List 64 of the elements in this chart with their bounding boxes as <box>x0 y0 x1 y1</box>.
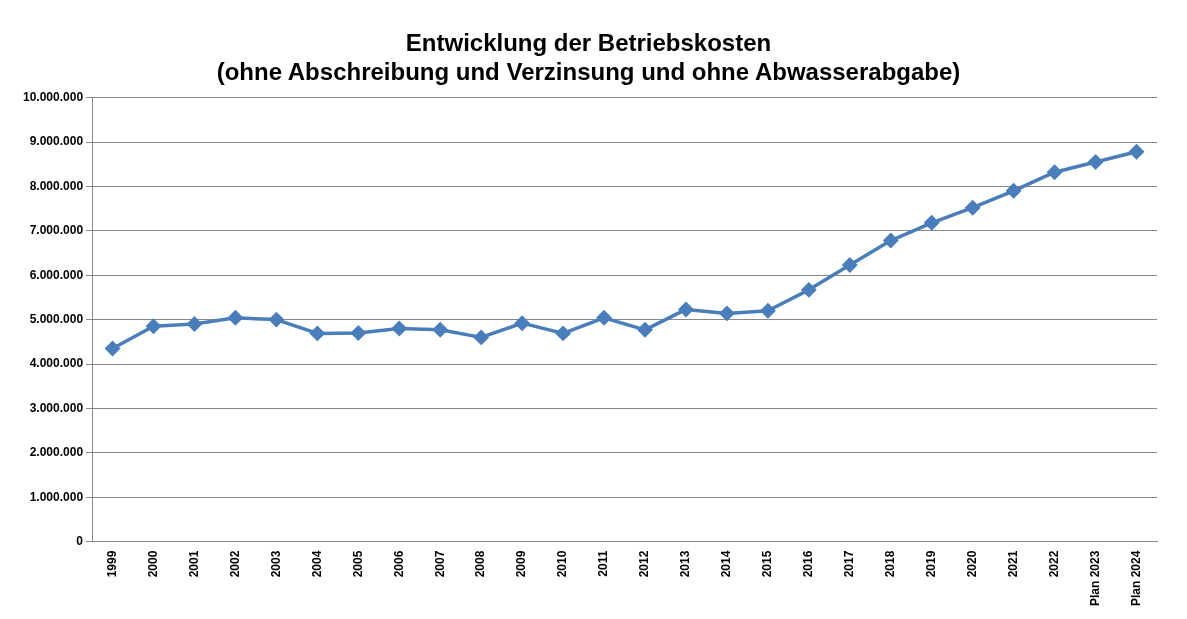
x-tick-label: 2012 <box>637 550 652 578</box>
y-tick-label: 5.000.000 <box>29 311 84 326</box>
y-tick-label: 8.000.000 <box>29 178 84 193</box>
point <box>1006 183 1021 199</box>
point <box>351 325 366 341</box>
point <box>1088 154 1103 170</box>
x-tick-label: 2006 <box>391 550 406 578</box>
point <box>760 303 776 318</box>
x-tick-label: 2000 <box>145 550 160 578</box>
point <box>924 215 939 231</box>
y-tick-label: 10.000.000 <box>23 89 84 104</box>
point <box>187 316 202 332</box>
point <box>965 200 980 215</box>
point <box>310 326 325 341</box>
x-tick-label: 2015 <box>760 550 775 578</box>
y-tick-label: 7.000.000 <box>29 223 84 238</box>
x-tick-label: 2013 <box>678 550 693 578</box>
x-tick-label: Plan 2024 <box>1128 550 1143 606</box>
y-tick-label: 4.000.000 <box>29 356 84 371</box>
x-tick-label: 2014 <box>719 550 734 578</box>
x-tick-label: 2010 <box>555 550 570 578</box>
y-tick-label: 1.000.000 <box>29 489 84 504</box>
x-tick-label: 2016 <box>801 550 816 578</box>
point <box>555 326 571 341</box>
point <box>269 312 284 327</box>
x-tick-label: 2017 <box>842 550 857 578</box>
point <box>596 310 612 326</box>
point <box>801 282 817 298</box>
point <box>883 233 899 248</box>
x-tick-label: 2019 <box>924 550 939 578</box>
x-tick-label: 2004 <box>309 550 324 578</box>
x-tick-label: 2003 <box>268 550 283 578</box>
point <box>1129 144 1144 160</box>
point <box>105 341 120 356</box>
point <box>514 315 530 331</box>
x-tick-label: 2007 <box>432 550 447 578</box>
point <box>146 319 161 334</box>
x-tick-label: 1999 <box>104 550 119 578</box>
x-tick-label: 2002 <box>227 550 242 578</box>
point <box>719 306 735 321</box>
point <box>678 302 694 317</box>
x-tick-label: 2018 <box>883 550 898 578</box>
x-tick-label: 2022 <box>1046 550 1061 578</box>
x-tick-label: 2020 <box>965 550 979 578</box>
x-tick-label: Plan 2023 <box>1087 550 1102 606</box>
point <box>1047 164 1062 180</box>
x-tick-label: 2005 <box>350 550 365 578</box>
point <box>473 330 489 345</box>
x-tick-label: 2001 <box>186 550 201 578</box>
x-tick-label: 2021 <box>1005 550 1020 578</box>
point <box>432 322 448 338</box>
x-tick-label: 2011 <box>596 550 611 577</box>
y-tick-label: 9.000.000 <box>29 134 84 149</box>
y-tick-label: 2.000.000 <box>29 445 84 460</box>
x-tick-label: 2008 <box>473 550 488 578</box>
y-tick-label: 6.000.000 <box>29 267 84 282</box>
point <box>392 321 407 336</box>
chart-title: Entwicklung der Betriebskosten (ohne Abschreibung und Verzinsung und ohne Abwasserabgabe) <box>216 29 961 85</box>
y-tick-label: 0 <box>76 533 84 548</box>
x-tick-label: 2009 <box>514 550 529 578</box>
point <box>842 257 858 273</box>
y-tick-label: 3.000.000 <box>29 400 84 415</box>
point <box>228 310 243 326</box>
point <box>637 322 653 338</box>
